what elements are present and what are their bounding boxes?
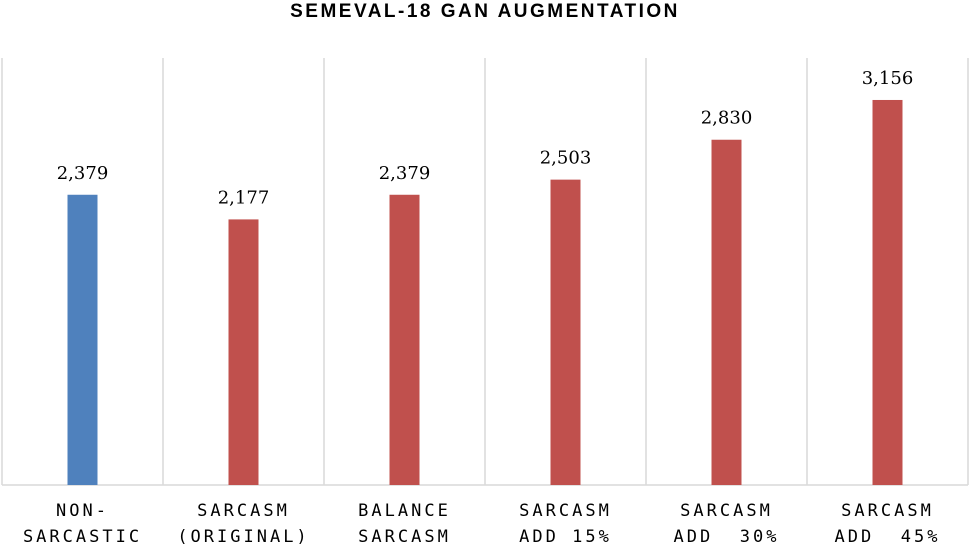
- category-label-3-line-2: SARCASM: [358, 527, 451, 547]
- category-label-5-line-2: ADD 30%: [674, 527, 780, 547]
- chart-title: SEMEVAL-18 GAN AUGMENTATION: [290, 1, 680, 22]
- value-label-4: 2,503: [540, 148, 592, 169]
- category-label-6-line-1: SARCASM: [841, 501, 934, 521]
- value-label-1: 2,379: [57, 163, 109, 184]
- category-label-4-line-1: SARCASM: [519, 501, 612, 521]
- bar-3: [389, 194, 420, 485]
- value-label-2: 2,177: [218, 187, 270, 208]
- category-label-3-line-1: BALANCE: [358, 501, 451, 521]
- bar-6: [872, 99, 903, 485]
- category-label-6-line-2: ADD 45%: [835, 527, 941, 547]
- value-label-5: 2,830: [701, 108, 753, 129]
- category-label-5-line-1: SARCASM: [680, 501, 773, 521]
- category-labels-group: NON- SARCASTIC SARCASM (ORIGINAL) BALANCE SAR…: [23, 501, 941, 547]
- bar-5: [711, 139, 742, 486]
- value-labels-group: 2,379 2,177 2,379 2,503 2,830 3,156: [57, 68, 914, 208]
- category-label-1-line-2: SARCASTIC: [23, 527, 142, 547]
- category-label-2-line-2: (ORIGINAL): [177, 527, 309, 547]
- grid-lines: [1, 58, 969, 486]
- bar-4: [550, 179, 581, 485]
- category-label-4-line-2: ADD 15%: [519, 527, 612, 547]
- bar-1: [67, 194, 98, 485]
- category-label-2-line-1: SARCASM: [197, 501, 290, 521]
- bars-group: [67, 99, 903, 486]
- bar-2: [228, 219, 259, 485]
- value-label-6: 3,156: [862, 68, 914, 89]
- value-label-3: 2,379: [379, 163, 431, 184]
- category-label-1-line-1: NON-: [56, 501, 109, 521]
